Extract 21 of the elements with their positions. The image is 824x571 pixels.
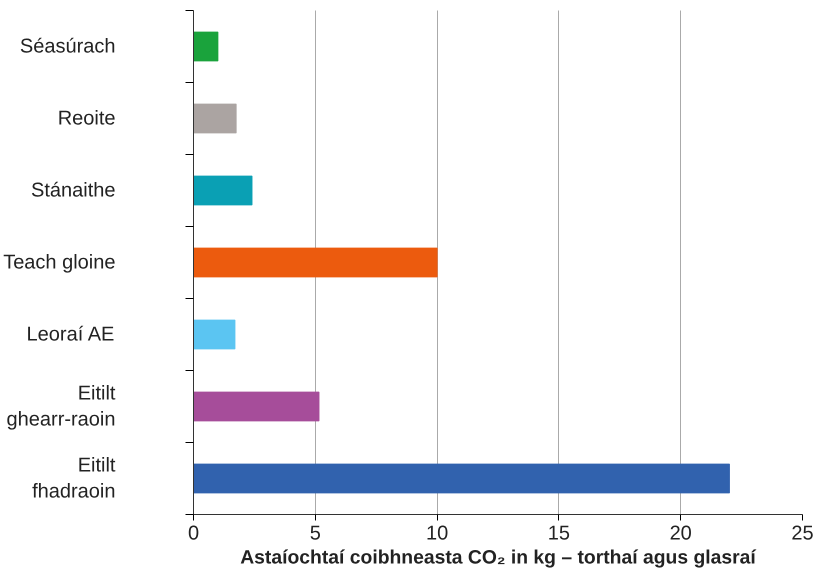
y-tick-label: Leoraí AE bbox=[26, 324, 114, 346]
bar bbox=[194, 248, 438, 278]
y-tick-label: Stánaithe bbox=[30, 180, 116, 202]
x-tick-label: 5 bbox=[310, 522, 321, 544]
bar bbox=[194, 104, 237, 134]
y-tick-label: Eitilt ghearr-raoin bbox=[6, 382, 116, 431]
bar bbox=[194, 392, 320, 422]
bar bbox=[194, 320, 236, 350]
x-axis-title: Astaíochtaí coibhneasta CO₂ in kg – torthaí agus glasraí bbox=[240, 548, 756, 568]
x-tick-label: 10 bbox=[426, 522, 448, 544]
y-tick-label: Séasúrach bbox=[20, 36, 116, 58]
x-tick-label: 0 bbox=[188, 522, 200, 544]
x-tick-label: 25 bbox=[791, 522, 814, 544]
bar bbox=[194, 176, 252, 206]
bar bbox=[194, 464, 730, 494]
x-tick-label: 20 bbox=[670, 522, 692, 544]
x-tick-label: 15 bbox=[548, 522, 570, 544]
y-tick-label: Eitilt fhadraoin bbox=[32, 454, 116, 503]
y-tick-label: Reoite bbox=[58, 108, 116, 130]
bar bbox=[194, 32, 218, 62]
y-tick-label: Teach gloine bbox=[3, 252, 116, 274]
